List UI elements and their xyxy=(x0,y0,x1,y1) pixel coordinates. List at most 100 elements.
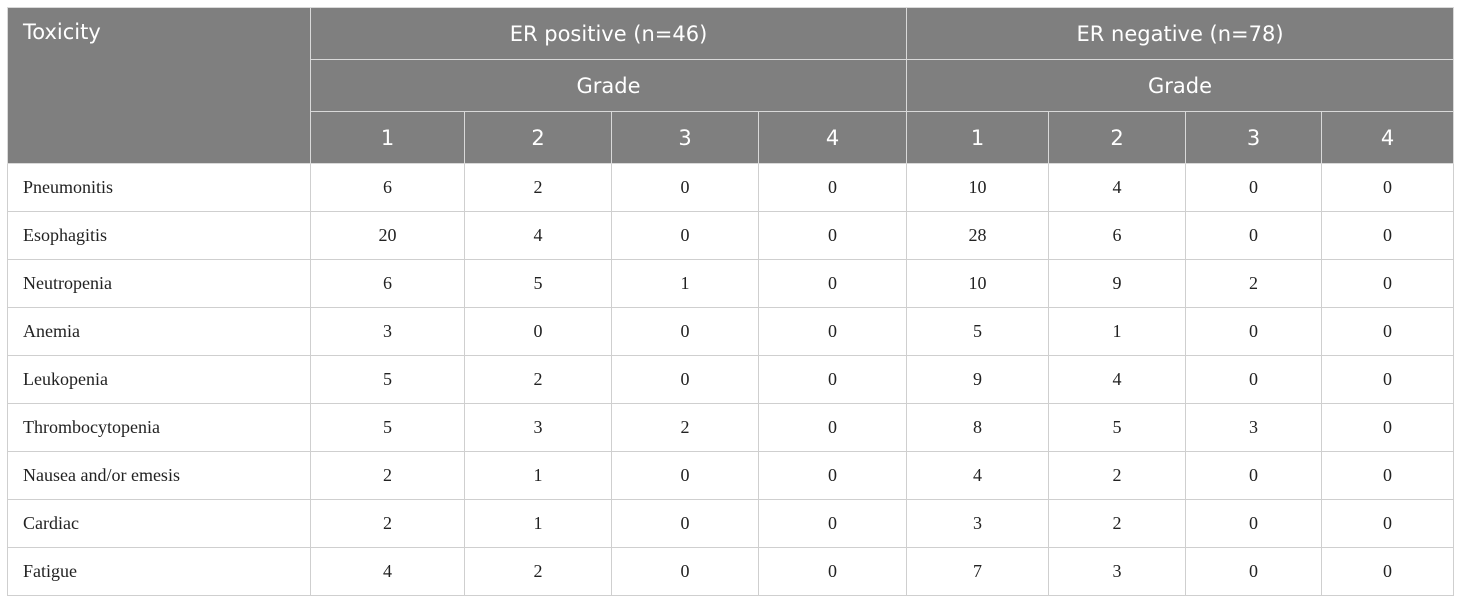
table-cell: 1 xyxy=(611,259,759,308)
grade-4-header: 4 xyxy=(757,111,908,164)
table-cell: 5 xyxy=(1048,403,1186,452)
table-cell: 2 xyxy=(1048,499,1186,548)
table-cell: 5 xyxy=(310,403,465,452)
table-cell: 0 xyxy=(1185,355,1322,404)
table-row: Fatigue 4 2 0 0 7 3 0 0 xyxy=(7,547,1455,596)
table-cell: 3 xyxy=(1048,547,1186,596)
table-cell: 3 xyxy=(1185,403,1322,452)
table-cell: 0 xyxy=(757,403,907,452)
row-label: Pneumonitis xyxy=(7,163,311,212)
grade-2-header: 2 xyxy=(1048,111,1187,164)
table-cell: 4 xyxy=(1048,355,1186,404)
table-cell: 28 xyxy=(906,211,1049,260)
table-cell: 6 xyxy=(1048,211,1186,260)
table-cell: 0 xyxy=(1321,451,1455,500)
table-cell: 0 xyxy=(611,307,759,356)
table-cell: 0 xyxy=(1185,307,1322,356)
table-cell: 0 xyxy=(1321,211,1455,260)
table-cell: 3 xyxy=(310,307,465,356)
table-cell: 0 xyxy=(611,451,759,500)
table-cell: 10 xyxy=(906,259,1049,308)
table-cell: 4 xyxy=(464,211,612,260)
row-label: Fatigue xyxy=(7,547,311,596)
table-cell: 5 xyxy=(464,259,612,308)
table-row: Pneumonitis 6 2 0 0 10 4 0 0 xyxy=(7,163,1455,212)
table-cell: 2 xyxy=(464,547,612,596)
table-cell: 0 xyxy=(611,355,759,404)
table-cell: 0 xyxy=(757,211,907,260)
table-cell: 2 xyxy=(1048,451,1186,500)
table-cell: 3 xyxy=(464,403,612,452)
row-label: Neutropenia xyxy=(7,259,311,308)
table-cell: 0 xyxy=(757,547,907,596)
row-label: Anemia xyxy=(7,307,311,356)
table-cell: 6 xyxy=(310,259,465,308)
toxicity-header: Toxicity xyxy=(7,7,311,164)
table-body: Pneumonitis 6 2 0 0 10 4 0 0 Esophagitis 20 4 0 0 28 6 0… xyxy=(7,163,1455,596)
table-cell: 0 xyxy=(1185,451,1322,500)
row-label: Nausea and/or emesis xyxy=(7,451,311,500)
table-cell: 4 xyxy=(310,547,465,596)
table-cell: 5 xyxy=(310,355,465,404)
grade-3-header: 3 xyxy=(1185,111,1323,164)
table-cell: 0 xyxy=(611,547,759,596)
table-row: Anemia 3 0 0 0 5 1 0 0 xyxy=(7,307,1455,356)
table-cell: 9 xyxy=(1048,259,1186,308)
table-cell: 0 xyxy=(1321,163,1455,212)
table-cell: 3 xyxy=(906,499,1049,548)
table-row: Esophagitis 20 4 0 0 28 6 0 0 xyxy=(7,211,1455,260)
table-cell: 2 xyxy=(464,355,612,404)
row-label: Thrombocytopenia xyxy=(7,403,311,452)
row-label: Esophagitis xyxy=(7,211,311,260)
table-row: Leukopenia 5 2 0 0 9 4 0 0 xyxy=(7,355,1455,404)
table-cell: 20 xyxy=(310,211,465,260)
table-cell: 7 xyxy=(906,547,1049,596)
table-cell: 0 xyxy=(1321,307,1455,356)
grade-3-header: 3 xyxy=(611,111,759,164)
table-cell: 1 xyxy=(464,451,612,500)
table-cell: 10 xyxy=(906,163,1049,212)
table-cell: 0 xyxy=(1185,547,1322,596)
toxicity-table: Toxicity ER positive (n=46) ER negative … xyxy=(7,7,1455,596)
table-cell: 0 xyxy=(1185,499,1322,548)
grade-4-header: 4 xyxy=(1321,111,1455,164)
table-cell: 0 xyxy=(757,451,907,500)
table-cell: 0 xyxy=(611,211,759,260)
table-cell: 0 xyxy=(1321,547,1455,596)
table-cell: 0 xyxy=(1321,259,1455,308)
grade-1-header: 1 xyxy=(310,111,465,164)
table-cell: 0 xyxy=(1321,355,1455,404)
er-positive-header: ER positive (n=46) xyxy=(309,7,908,60)
grade-2-header: 2 xyxy=(464,111,612,164)
table-cell: 0 xyxy=(757,499,907,548)
table-cell: 6 xyxy=(310,163,465,212)
table-row: Thrombocytopenia 5 3 2 0 8 5 3 0 xyxy=(7,403,1455,452)
table-cell: 1 xyxy=(464,499,612,548)
er-negative-header: ER negative (n=78) xyxy=(906,7,1455,60)
table-cell: 4 xyxy=(906,451,1049,500)
table-cell: 2 xyxy=(310,499,465,548)
table-cell: 2 xyxy=(464,163,612,212)
table-cell: 8 xyxy=(906,403,1049,452)
table-cell: 0 xyxy=(1321,403,1455,452)
table-cell: 0 xyxy=(757,163,907,212)
table-row: Nausea and/or emesis 2 1 0 0 4 2 0 0 xyxy=(7,451,1455,500)
table-cell: 0 xyxy=(611,163,759,212)
table-cell: 2 xyxy=(611,403,759,452)
table-cell: 1 xyxy=(1048,307,1186,356)
table-cell: 0 xyxy=(611,499,759,548)
table-cell: 0 xyxy=(1185,211,1322,260)
row-label: Leukopenia xyxy=(7,355,311,404)
table-cell: 0 xyxy=(757,355,907,404)
table-header: Toxicity ER positive (n=46) ER negative … xyxy=(7,7,1455,164)
table-cell: 5 xyxy=(906,307,1049,356)
table-cell: 0 xyxy=(1185,163,1322,212)
header-row-groups: Toxicity ER positive (n=46) ER negative … xyxy=(7,7,1455,164)
table-cell: 0 xyxy=(757,259,907,308)
header-row-grade: Grade Grade xyxy=(8,59,1455,112)
grade-1-header: 1 xyxy=(906,111,1050,164)
grade-header-er-positive: Grade xyxy=(309,59,908,112)
table-cell: 9 xyxy=(906,355,1049,404)
row-label: Cardiac xyxy=(7,499,311,548)
table-row: Neutropenia 6 5 1 0 10 9 2 0 xyxy=(7,259,1455,308)
